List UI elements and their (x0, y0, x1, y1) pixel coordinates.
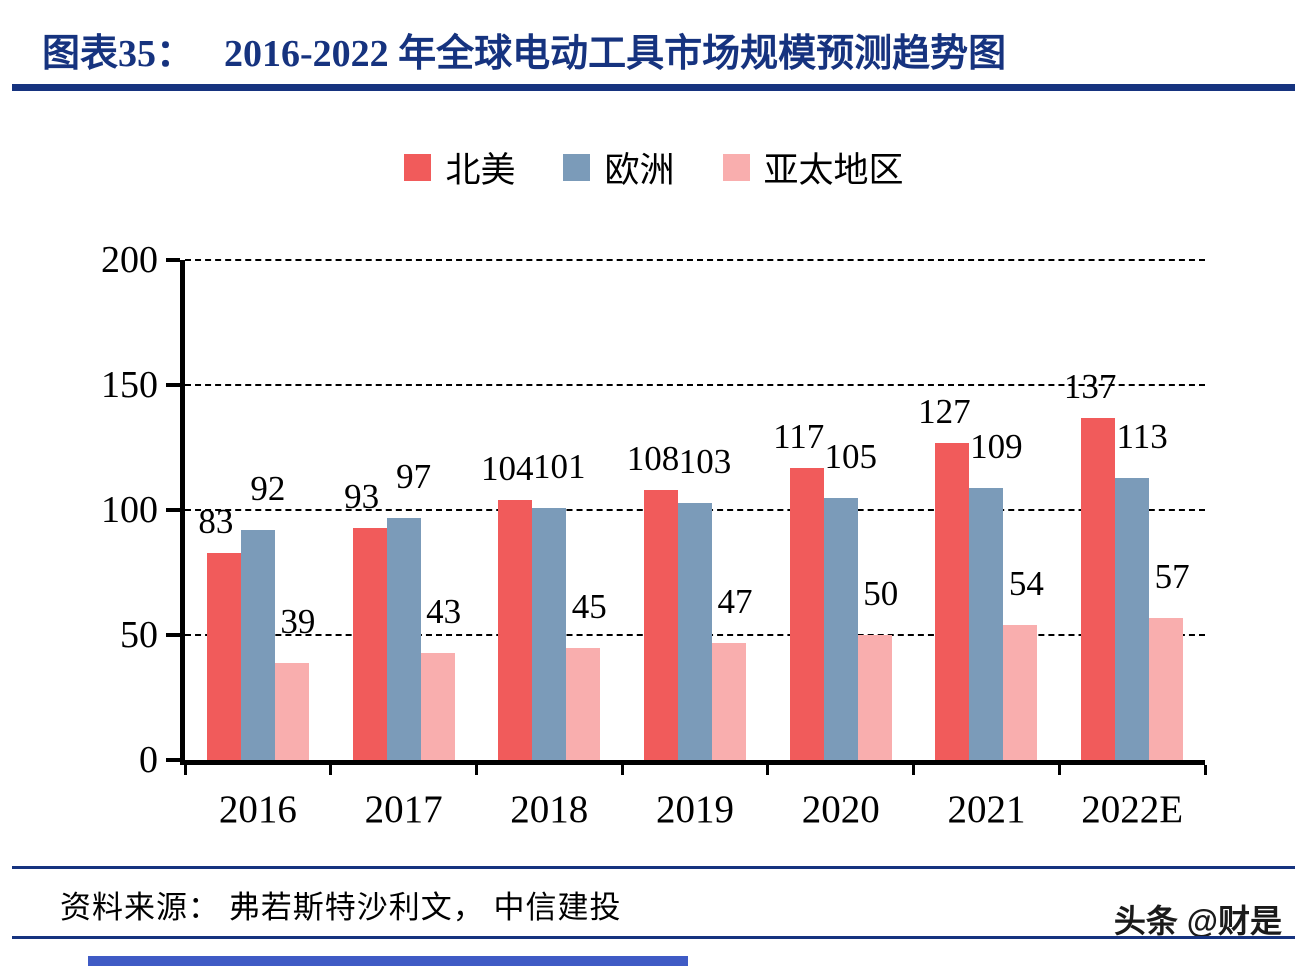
value-label: 104 (481, 449, 534, 488)
legend-item: 亚太地区 (722, 142, 904, 193)
x-axis-category-label: 2018 (510, 788, 589, 831)
legend-label: 欧洲 (604, 151, 675, 190)
legend-label: 亚太地区 (763, 151, 904, 190)
y-axis-tick (166, 258, 180, 262)
source-text: 资料来源： 弗若斯特沙利文， 中信建投 (60, 890, 622, 925)
watermark-text: 头条 @财是 (1113, 903, 1282, 939)
value-label: 57 (1154, 556, 1190, 596)
bar (206, 552, 241, 760)
value-label: 92 (250, 469, 286, 508)
bar (1149, 617, 1184, 760)
value-label: 54 (1008, 564, 1044, 603)
bar (935, 442, 970, 760)
x-axis-tick (1203, 765, 1207, 775)
bar (386, 517, 421, 760)
x-axis-category-label: 2017 (364, 788, 443, 831)
footer-divider-top (12, 866, 1295, 869)
bottom-page-edge (88, 956, 688, 966)
legend-swatch (563, 154, 591, 181)
plot-area: 2016 2017 2018 2019 2020 2021 2022E 0 50 100 150 2… (101, 239, 1207, 831)
bar (352, 527, 387, 760)
x-axis-tick (620, 765, 624, 775)
value-label: 109 (970, 426, 1023, 466)
value-label: 39 (280, 601, 316, 641)
bar (789, 467, 824, 760)
y-axis-tick (166, 508, 180, 512)
chart-legend: 北美 欧洲 亚太地区 (0, 142, 1308, 193)
value-label: 103 (678, 441, 732, 481)
bar (532, 507, 567, 760)
y-axis-label: 200 (101, 239, 158, 281)
y-axis-label: 100 (101, 489, 158, 531)
bar (1081, 417, 1116, 760)
y-axis-label: 150 (101, 364, 158, 406)
value-label: 83 (198, 501, 234, 541)
value-label: 108 (626, 439, 680, 478)
x-axis-tick (1057, 765, 1061, 775)
page-title: 2016-2022 年全球电动工具市场规模预测趋势图 (224, 33, 1007, 75)
x-axis-category-label: 2022E (1081, 788, 1184, 831)
value-label: 47 (717, 581, 753, 621)
gridline (185, 259, 1205, 261)
y-axis-tick (166, 758, 180, 762)
x-axis-tick (912, 765, 916, 775)
legend-swatch (722, 154, 750, 181)
x-axis-tick (474, 765, 478, 775)
bar (274, 662, 309, 760)
value-label: 50 (863, 574, 899, 613)
value-label: 105 (824, 436, 877, 476)
legend-swatch (404, 154, 432, 181)
gridline (185, 384, 1205, 386)
bar (566, 647, 601, 760)
bar (823, 497, 858, 760)
figure-label: 图表35： (42, 33, 195, 75)
bar (969, 487, 1004, 760)
x-axis-labels: 2016 2017 2018 2019 2020 2021 2022E (185, 787, 1205, 832)
value-label: 113 (1116, 416, 1168, 456)
value-label: 45 (571, 586, 607, 626)
x-axis-tick (329, 765, 333, 775)
value-label: 101 (533, 446, 586, 486)
y-axis-label: 50 (120, 614, 158, 656)
value-label: 117 (773, 416, 825, 456)
y-axis-tick (166, 633, 180, 637)
value-label: 93 (344, 476, 380, 516)
x-axis-category-label: 2021 (947, 788, 1026, 831)
value-label: 43 (426, 591, 462, 631)
legend-item: 欧洲 (563, 142, 675, 193)
x-axis-tick (183, 765, 187, 775)
x-axis-tick (766, 765, 770, 775)
x-axis-category-label: 2020 (801, 788, 880, 831)
bar (678, 502, 712, 760)
bar (1003, 625, 1038, 760)
value-label: 97 (396, 456, 432, 496)
value-label: 127 (918, 391, 971, 431)
legend-item: 北美 (404, 142, 515, 193)
bar (420, 652, 455, 760)
x-axis-category-label: 2019 (656, 788, 735, 831)
header-divider (12, 84, 1295, 91)
bar (712, 642, 746, 760)
bar (1115, 477, 1150, 760)
footer-divider-bottom (12, 936, 1295, 939)
y-axis-tick (166, 383, 180, 387)
bar (644, 490, 678, 760)
value-label: 137 (1063, 366, 1117, 406)
legend-label: 北美 (445, 151, 516, 190)
bar (857, 635, 892, 760)
x-axis-category-label: 2016 (218, 788, 297, 831)
bar (240, 530, 275, 760)
bar (498, 500, 533, 760)
y-axis-label: 0 (139, 739, 158, 781)
figure-header: 图表35： 2016-2022 年全球电动工具市场规模预测趋势图 (42, 22, 1006, 77)
